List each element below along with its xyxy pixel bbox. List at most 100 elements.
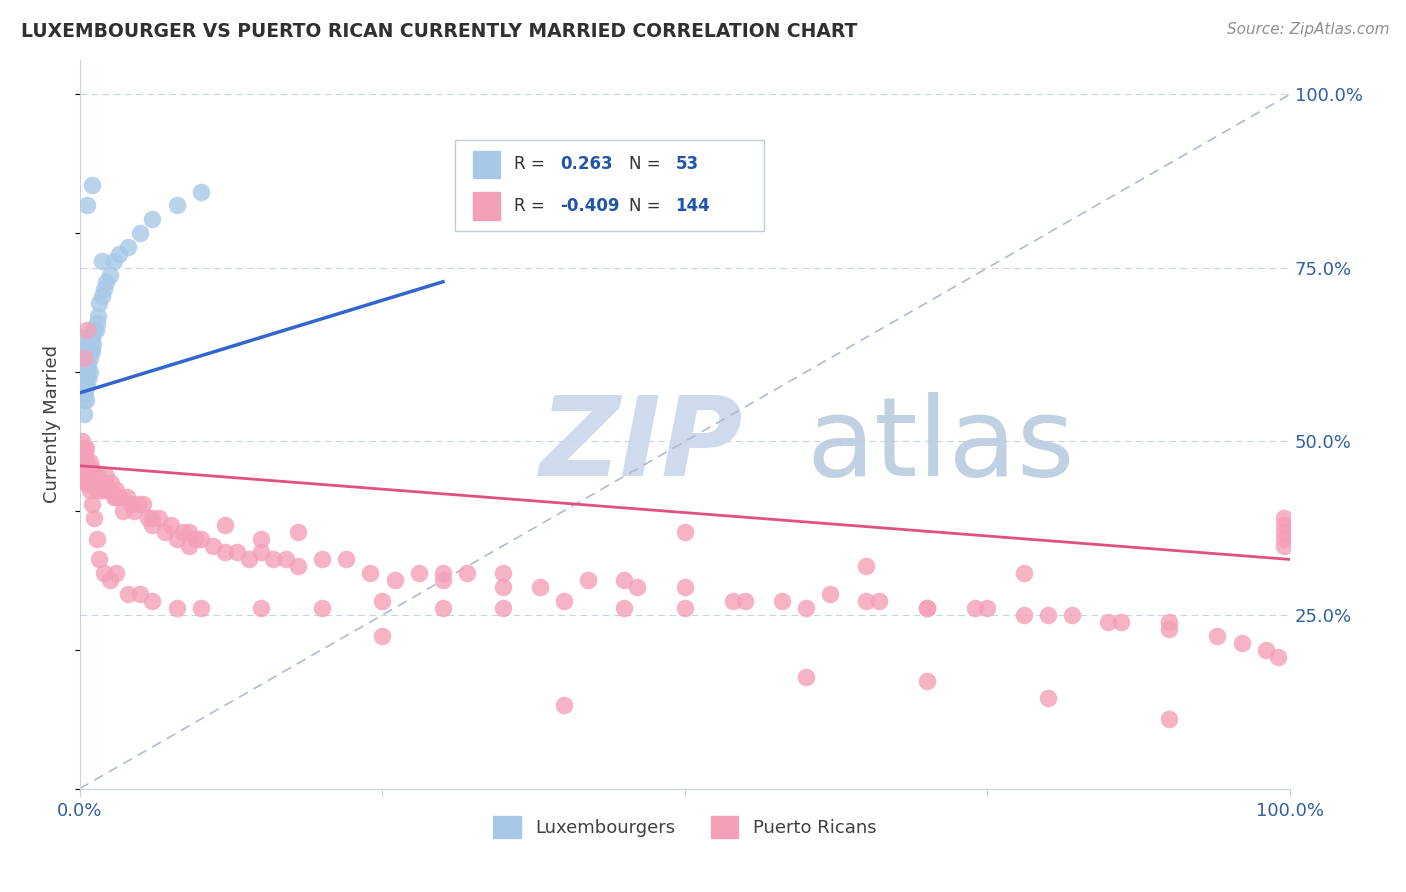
Legend: Luxembourgers, Puerto Ricans: Luxembourgers, Puerto Ricans <box>486 809 883 845</box>
Point <box>371 629 394 643</box>
Point <box>98 574 121 588</box>
Point <box>86 532 108 546</box>
Point <box>626 580 648 594</box>
Point <box>80 344 103 359</box>
Point <box>190 601 212 615</box>
Point <box>201 539 224 553</box>
Point <box>1272 524 1295 539</box>
Point <box>77 372 100 386</box>
Point <box>89 295 111 310</box>
Point <box>673 601 696 615</box>
Point <box>70 448 93 462</box>
Point <box>172 524 194 539</box>
Y-axis label: Currently Married: Currently Married <box>44 345 60 503</box>
Point <box>1036 691 1059 706</box>
Point <box>72 462 94 476</box>
Point <box>76 365 98 379</box>
Point <box>76 379 98 393</box>
Point <box>1157 615 1180 629</box>
Point <box>90 254 112 268</box>
Point <box>93 282 115 296</box>
Point <box>84 323 107 337</box>
Point <box>91 483 114 497</box>
Point <box>72 469 94 483</box>
Point <box>976 601 998 615</box>
Text: LUXEMBOURGER VS PUERTO RICAN CURRENTLY MARRIED CORRELATION CHART: LUXEMBOURGER VS PUERTO RICAN CURRENTLY M… <box>21 22 858 41</box>
Point <box>492 601 515 615</box>
Point <box>1272 510 1295 524</box>
Point <box>1272 532 1295 546</box>
Point <box>73 469 96 483</box>
Point <box>311 601 333 615</box>
Point <box>79 469 101 483</box>
Point <box>82 337 104 351</box>
Point <box>73 351 96 365</box>
Text: 144: 144 <box>675 197 710 215</box>
Point <box>72 379 94 393</box>
Point <box>80 476 103 491</box>
Point <box>734 594 756 608</box>
Point <box>75 358 97 372</box>
Point <box>190 532 212 546</box>
Point <box>105 483 128 497</box>
Point <box>73 448 96 462</box>
Point <box>105 566 128 581</box>
Point <box>723 594 745 608</box>
Point <box>120 497 142 511</box>
Point <box>80 497 103 511</box>
Point <box>132 497 155 511</box>
Point <box>76 323 98 337</box>
Text: ZIP: ZIP <box>540 392 744 500</box>
FancyBboxPatch shape <box>474 151 499 178</box>
Point <box>214 545 236 559</box>
Point <box>76 462 98 476</box>
Point <box>1206 629 1229 643</box>
Point <box>77 462 100 476</box>
Text: 53: 53 <box>675 155 699 173</box>
Point <box>129 587 152 601</box>
Point <box>456 566 478 581</box>
Point <box>72 407 94 421</box>
Point <box>311 552 333 566</box>
Point <box>432 601 454 615</box>
Text: 0.263: 0.263 <box>561 155 613 173</box>
Point <box>177 539 200 553</box>
FancyBboxPatch shape <box>474 193 499 220</box>
Point <box>72 351 94 365</box>
Point <box>82 469 104 483</box>
Point <box>80 344 103 359</box>
Point <box>553 698 575 713</box>
Point <box>965 601 987 615</box>
Point <box>613 574 636 588</box>
Point <box>915 601 938 615</box>
Text: R =: R = <box>515 155 546 173</box>
Point <box>75 337 97 351</box>
Point <box>177 524 200 539</box>
Point <box>76 462 98 476</box>
Point <box>855 594 877 608</box>
Point <box>673 580 696 594</box>
Point <box>89 483 111 497</box>
Point <box>96 469 118 483</box>
Point <box>70 455 93 469</box>
Point <box>1012 566 1035 581</box>
Point <box>1036 607 1059 622</box>
Point <box>80 178 103 192</box>
Point <box>576 574 599 588</box>
Text: N =: N = <box>630 197 661 215</box>
Point <box>1230 636 1253 650</box>
Point <box>73 365 96 379</box>
Point <box>75 372 97 386</box>
Point <box>184 532 207 546</box>
Point <box>79 365 101 379</box>
Point <box>77 469 100 483</box>
Point <box>1272 539 1295 553</box>
Point <box>250 601 273 615</box>
Point <box>83 476 105 491</box>
Text: -0.409: -0.409 <box>561 197 620 215</box>
Point <box>76 351 98 365</box>
Point <box>794 601 817 615</box>
Point <box>80 469 103 483</box>
Point <box>89 552 111 566</box>
Point <box>263 552 285 566</box>
